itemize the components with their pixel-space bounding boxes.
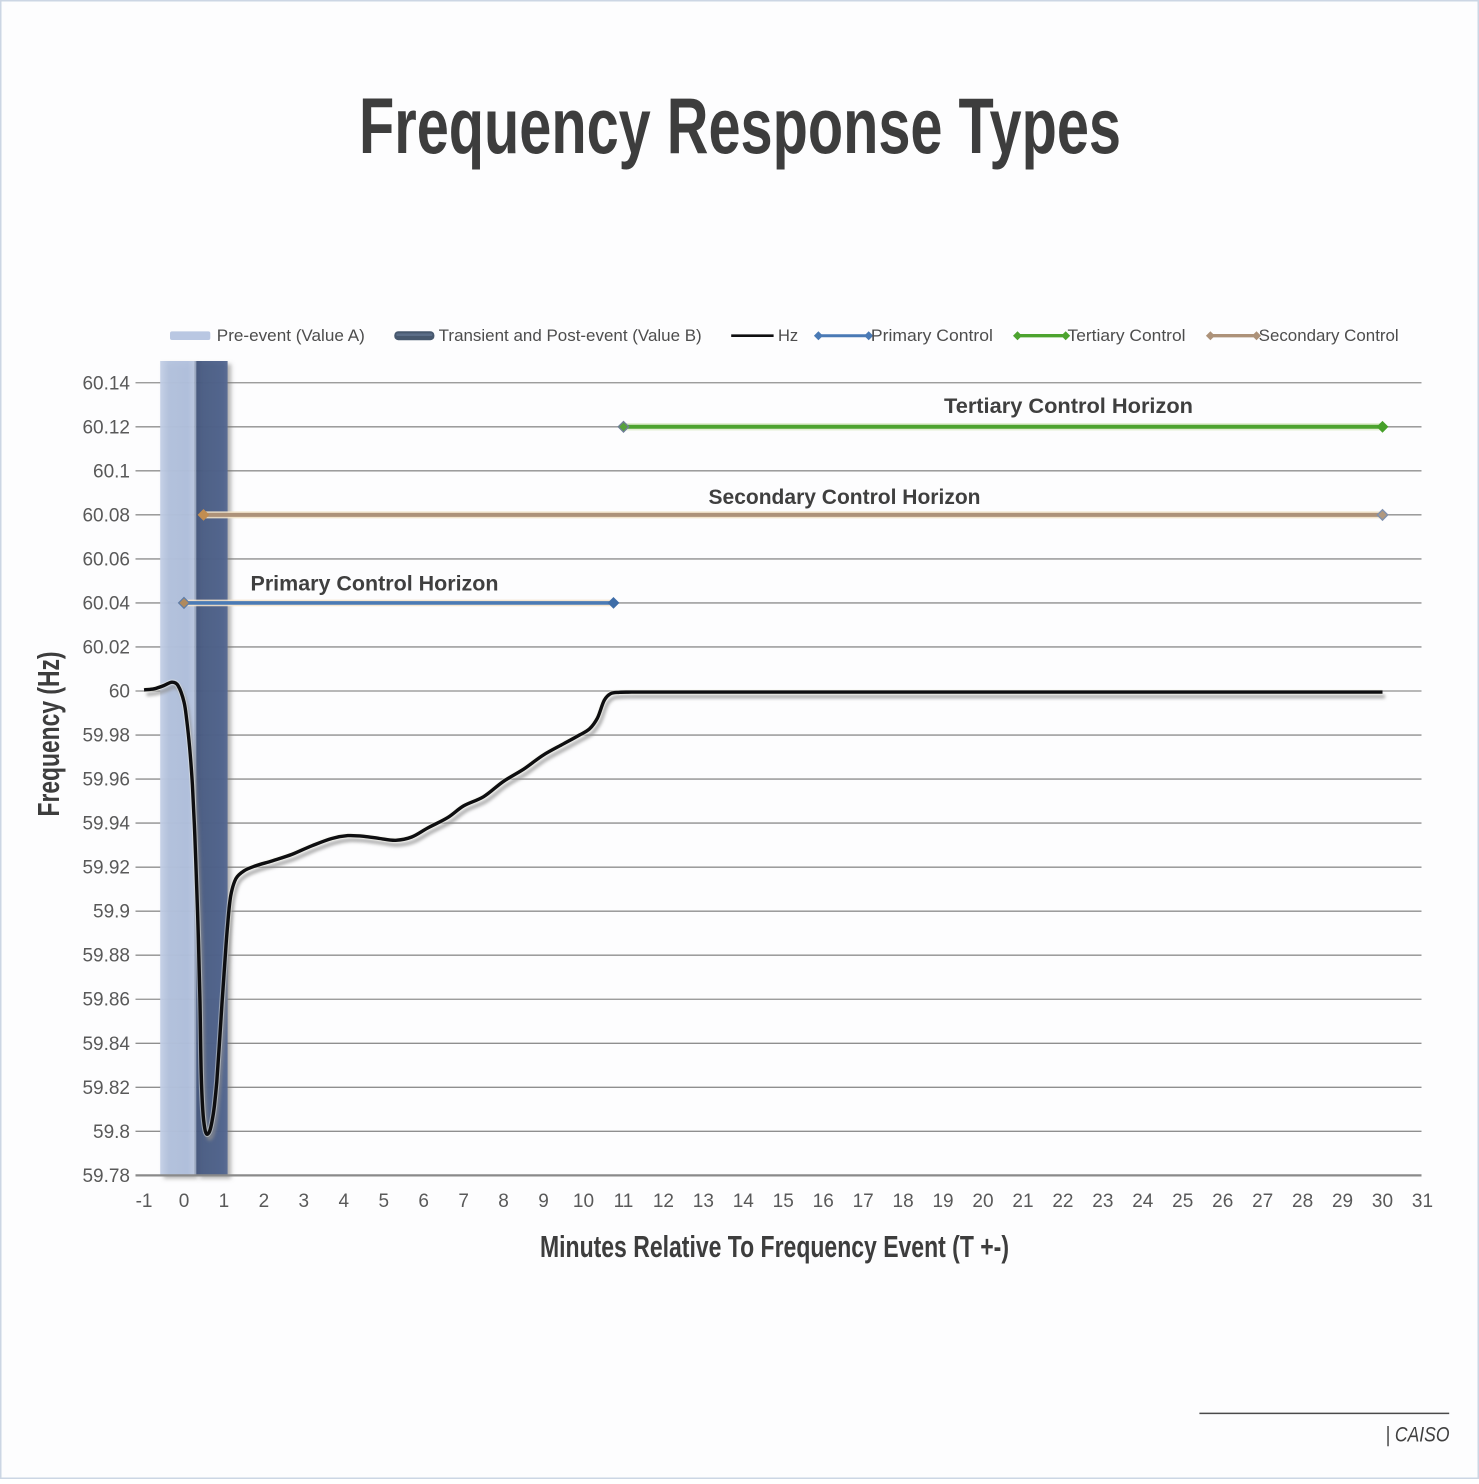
- svg-text:60.02: 60.02: [82, 637, 130, 658]
- svg-text:59.78: 59.78: [82, 1166, 130, 1187]
- svg-text:23: 23: [1092, 1191, 1113, 1212]
- svg-text:27: 27: [1252, 1191, 1273, 1212]
- svg-text:59.96: 59.96: [82, 770, 130, 791]
- svg-text:3: 3: [299, 1191, 310, 1212]
- svg-text:25: 25: [1172, 1191, 1193, 1212]
- svg-text:| CAISO: | CAISO: [1386, 1424, 1450, 1447]
- svg-text:24: 24: [1132, 1191, 1154, 1212]
- svg-text:Secondary Control Horizon: Secondary Control Horizon: [709, 485, 981, 509]
- svg-text:-1: -1: [136, 1191, 153, 1212]
- svg-text:59.94: 59.94: [82, 814, 130, 835]
- svg-text:60.04: 60.04: [82, 593, 130, 614]
- svg-text:60.06: 60.06: [82, 549, 130, 570]
- svg-text:Tertiary Control Horizon: Tertiary Control Horizon: [944, 394, 1193, 418]
- svg-text:60.1: 60.1: [93, 461, 130, 482]
- svg-text:12: 12: [653, 1191, 674, 1212]
- svg-text:Primary Control Horizon: Primary Control Horizon: [251, 572, 499, 596]
- svg-text:Pre-event (Value A): Pre-event (Value A): [217, 327, 365, 345]
- svg-text:6: 6: [418, 1191, 429, 1212]
- svg-text:15: 15: [773, 1191, 794, 1212]
- svg-text:20: 20: [972, 1191, 993, 1212]
- svg-text:13: 13: [693, 1191, 714, 1212]
- svg-text:18: 18: [893, 1191, 914, 1212]
- svg-text:Hz: Hz: [778, 327, 798, 345]
- svg-text:Tertiary Control: Tertiary Control: [1068, 327, 1186, 345]
- svg-text:10: 10: [573, 1191, 594, 1212]
- svg-text:Primary Control: Primary Control: [871, 327, 993, 345]
- svg-text:Secondary Control: Secondary Control: [1259, 327, 1399, 345]
- svg-text:0: 0: [179, 1191, 190, 1212]
- svg-text:Minutes Relative To Frequency: Minutes Relative To Frequency Event (T +…: [540, 1229, 1009, 1264]
- svg-text:21: 21: [1012, 1191, 1033, 1212]
- svg-text:59.9: 59.9: [93, 902, 130, 923]
- svg-text:22: 22: [1052, 1191, 1073, 1212]
- svg-text:11: 11: [614, 1191, 634, 1212]
- svg-text:30: 30: [1372, 1191, 1393, 1212]
- svg-text:5: 5: [378, 1191, 389, 1212]
- svg-text:59.84: 59.84: [82, 1034, 130, 1055]
- svg-text:Frequency (Hz): Frequency (Hz): [31, 652, 66, 817]
- svg-text:59.8: 59.8: [93, 1122, 130, 1143]
- svg-text:60: 60: [109, 682, 130, 703]
- svg-text:29: 29: [1332, 1191, 1353, 1212]
- svg-text:2: 2: [259, 1191, 270, 1212]
- svg-text:28: 28: [1292, 1191, 1313, 1212]
- svg-text:14: 14: [733, 1191, 755, 1212]
- svg-text:1: 1: [219, 1191, 230, 1212]
- svg-text:Frequency Response Types: Frequency Response Types: [359, 81, 1121, 170]
- svg-text:59.86: 59.86: [82, 990, 130, 1011]
- svg-text:59.92: 59.92: [82, 858, 130, 879]
- svg-text:26: 26: [1212, 1191, 1233, 1212]
- svg-text:4: 4: [339, 1191, 350, 1212]
- svg-text:59.98: 59.98: [82, 726, 130, 747]
- svg-text:7: 7: [458, 1191, 469, 1212]
- svg-text:59.82: 59.82: [82, 1078, 130, 1099]
- svg-text:59.88: 59.88: [82, 946, 130, 967]
- svg-text:60.14: 60.14: [82, 373, 130, 394]
- svg-text:9: 9: [538, 1191, 549, 1212]
- svg-text:31: 31: [1412, 1191, 1433, 1212]
- svg-text:16: 16: [813, 1191, 834, 1212]
- svg-text:60.08: 60.08: [82, 505, 130, 526]
- svg-text:19: 19: [932, 1191, 953, 1212]
- svg-text:17: 17: [853, 1191, 874, 1212]
- svg-text:60.12: 60.12: [82, 417, 130, 438]
- svg-text:8: 8: [498, 1191, 509, 1212]
- svg-text:Transient and Post-event (Valu: Transient and Post-event (Value B): [439, 327, 702, 345]
